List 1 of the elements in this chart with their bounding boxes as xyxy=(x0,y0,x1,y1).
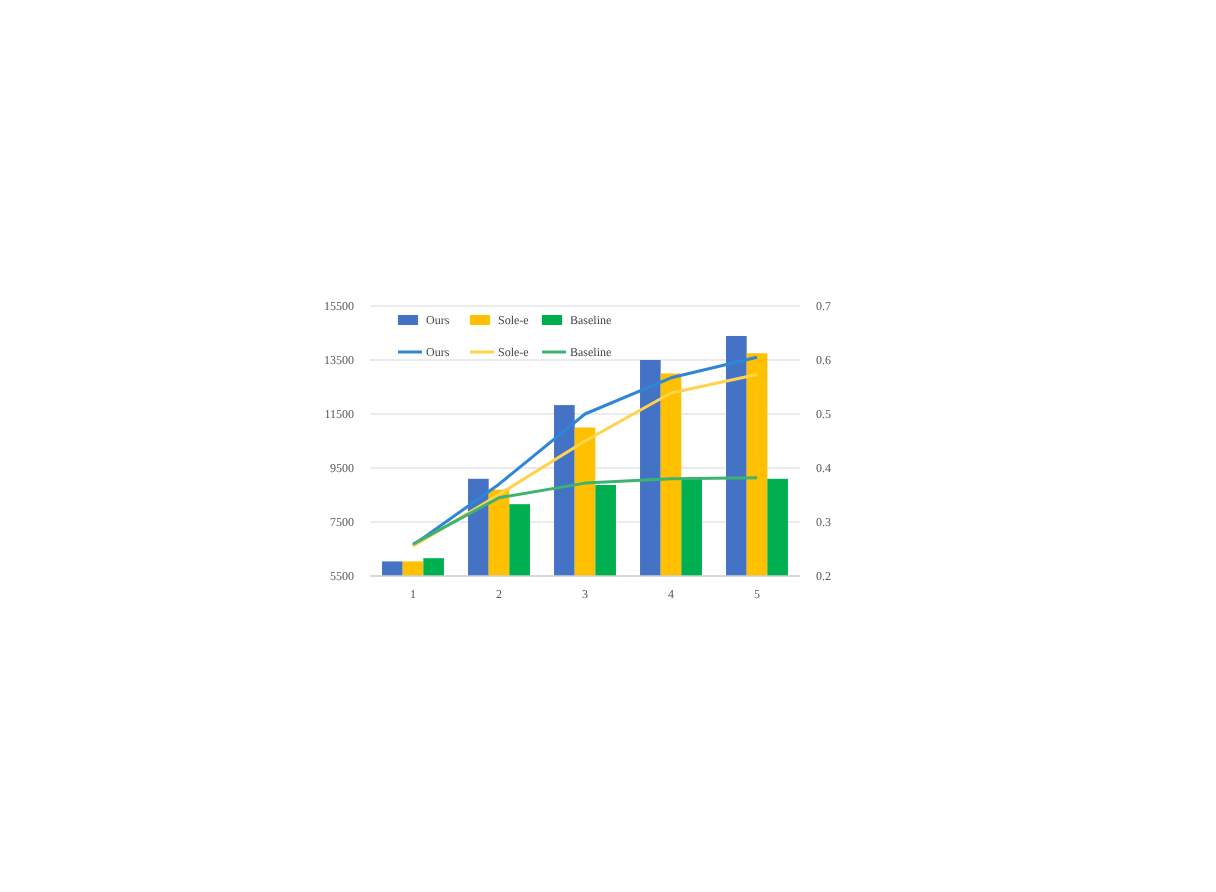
line-series xyxy=(411,476,759,546)
